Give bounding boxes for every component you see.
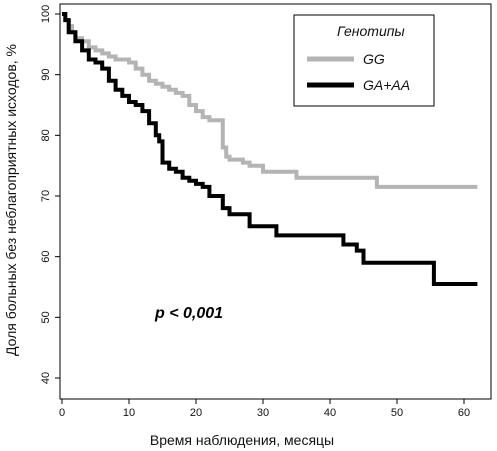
y-axis-title: Доля больных без неблагоприятных исходов… bbox=[3, 44, 19, 356]
y-tick-label: 90 bbox=[40, 69, 52, 81]
legend-label-ga-aa: GA+AA bbox=[363, 77, 410, 93]
x-tick-label: 0 bbox=[59, 407, 65, 419]
y-axis-ticks: 40 50 60 70 80 90 100 bbox=[40, 5, 60, 384]
x-tick-label: 30 bbox=[257, 407, 269, 419]
series-layer bbox=[62, 12, 478, 286]
y-tick-label: 50 bbox=[40, 311, 52, 323]
x-tick-label: 60 bbox=[458, 407, 470, 419]
plot-frame bbox=[59, 3, 492, 400]
x-axis-title: Время наблюдения, месяцы bbox=[150, 432, 334, 448]
legend: Генотипы GG GA+AA bbox=[293, 14, 435, 107]
y-tick-label: 80 bbox=[40, 129, 52, 141]
x-tick-label: 20 bbox=[190, 407, 202, 419]
p-value-annotation: p < 0,001 bbox=[154, 305, 223, 322]
y-tick-label: 60 bbox=[40, 251, 52, 263]
x-axis-ticks: 0 10 20 30 40 50 60 bbox=[59, 399, 470, 419]
x-tick-label: 40 bbox=[324, 407, 336, 419]
y-tick-label: 40 bbox=[40, 372, 52, 384]
y-tick-label: 70 bbox=[40, 190, 52, 202]
legend-label-gg: GG bbox=[363, 51, 385, 67]
x-tick-label: 10 bbox=[123, 407, 135, 419]
y-tick-label: 100 bbox=[40, 5, 52, 23]
series-line-ga-aa bbox=[62, 12, 478, 286]
x-tick-label: 50 bbox=[391, 407, 403, 419]
series-line-gg bbox=[62, 12, 478, 189]
legend-title: Генотипы bbox=[337, 23, 405, 39]
